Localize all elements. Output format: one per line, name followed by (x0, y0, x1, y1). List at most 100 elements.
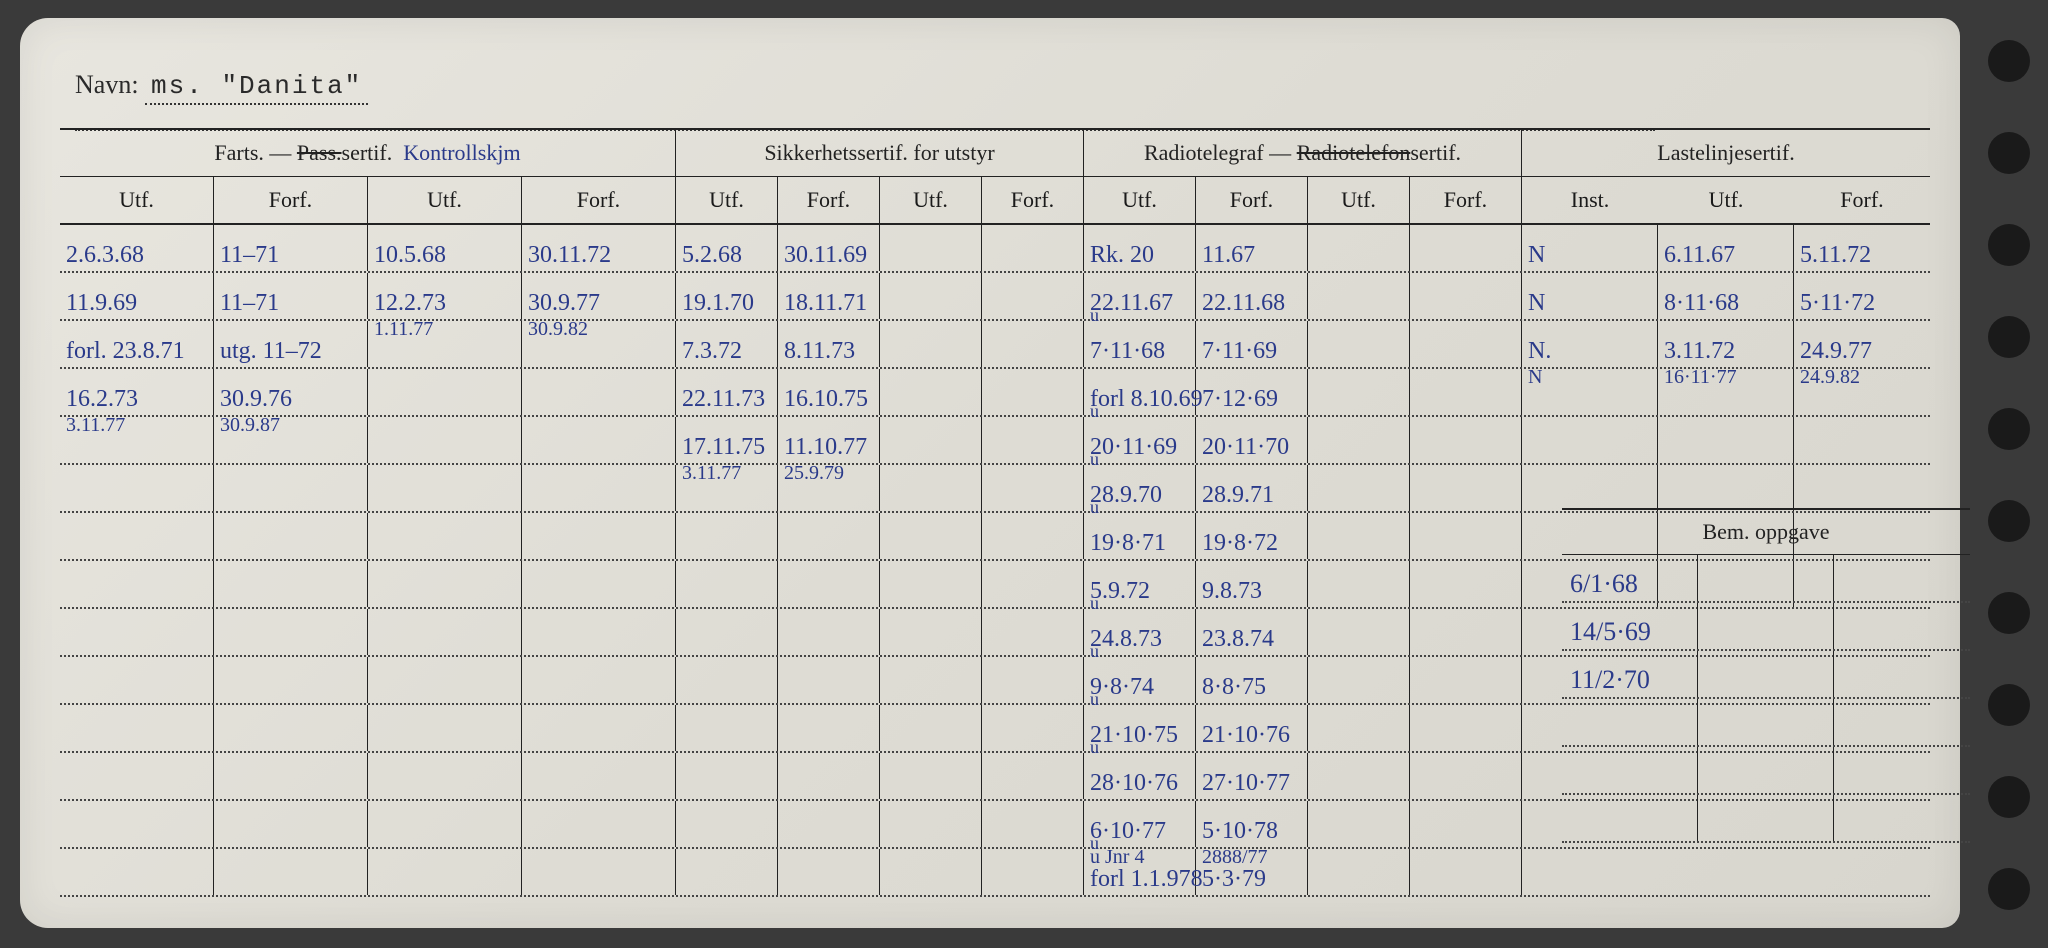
cell-sikker: 17.11.753.11.77 (676, 417, 778, 463)
cell-laste: N (1522, 273, 1658, 319)
cell-radio: 20·11·70 (1196, 417, 1308, 463)
cell-sikker (982, 849, 1084, 895)
cell-laste: N (1522, 225, 1658, 271)
cell-radio (1410, 513, 1522, 559)
cell-radio: u24.8.73 (1084, 609, 1196, 655)
cell-sikker: 19.1.70 (676, 273, 778, 319)
cell-farts (60, 753, 214, 799)
cell-farts (60, 801, 214, 847)
cell-radio (1308, 705, 1410, 751)
bem-cell: 11/2·70 (1562, 651, 1698, 697)
section-sikkerhet: Sikkerhetssertif. for utstyr (676, 130, 1084, 176)
cell-sikker (880, 609, 982, 655)
cell-laste (1522, 465, 1658, 511)
cell-farts: 11–71 (214, 273, 368, 319)
bem-cell (1834, 747, 1970, 793)
cell-farts: 2.6.3.68 (60, 225, 214, 271)
cell-radio: u28.9.70 (1084, 465, 1196, 511)
cell-farts (60, 513, 214, 559)
bem-row: 6/1·68 (1562, 555, 1970, 603)
cell-sikker: 11.10.7725.9.79 (778, 417, 880, 463)
cell-radio (1308, 513, 1410, 559)
cell-laste: 5·11·72 (1794, 273, 1930, 319)
table-row: 17.11.753.11.7711.10.7725.9.79u20·11·692… (60, 417, 1930, 465)
cell-sikker (880, 273, 982, 319)
cell-sikker (982, 657, 1084, 703)
cell-farts (522, 705, 676, 751)
cell-radio: u9·8·74 (1084, 657, 1196, 703)
cell-farts (522, 609, 676, 655)
cell-sikker (982, 609, 1084, 655)
cell-sikker: 8.11.73 (778, 321, 880, 367)
hole-icon (1988, 500, 2030, 542)
cell-sikker (982, 321, 1084, 367)
cell-sikker: 22.11.73 (676, 369, 778, 415)
cell-radio: 21·10·76 (1196, 705, 1308, 751)
cell-farts (368, 417, 522, 463)
cell-farts (368, 609, 522, 655)
cell-radio: forl 8.10.69 (1084, 369, 1196, 415)
cell-farts (368, 561, 522, 607)
cell-laste: 8·11·68 (1658, 273, 1794, 319)
cell-sikker (982, 753, 1084, 799)
cell-radio (1410, 369, 1522, 415)
farts-handwritten-note: Kontrollskjm (403, 140, 520, 166)
cell-sikker (880, 849, 982, 895)
cell-farts (522, 753, 676, 799)
bem-cell (1834, 795, 1970, 841)
name-row: Navn: ms. "Danita" (75, 70, 1925, 131)
bem-cell (1834, 555, 1970, 601)
cell-sikker (778, 561, 880, 607)
cell-sikker (778, 513, 880, 559)
cell-laste: 3.11.7216·11·77 (1658, 321, 1794, 367)
cell-radio (1410, 417, 1522, 463)
certificate-table: Farts. — Pass. sertif. Kontrollskjm Sikk… (60, 128, 1930, 897)
cell-sikker: 7.3.72 (676, 321, 778, 367)
cell-laste: 6.11.67 (1658, 225, 1794, 271)
cell-sikker (880, 369, 982, 415)
cell-sikker (880, 513, 982, 559)
cell-laste (1658, 465, 1794, 511)
name-label: Navn: (75, 70, 139, 99)
cell-radio (1410, 273, 1522, 319)
bem-cell: 14/5·69 (1562, 603, 1698, 649)
cell-sikker (982, 561, 1084, 607)
cell-sikker (676, 705, 778, 751)
hole-icon (1988, 684, 2030, 726)
bem-cell (1698, 795, 1834, 841)
hole-icon (1988, 776, 2030, 818)
cell-farts: 30.9.7630.9.87 (214, 369, 368, 415)
cell-radio: uforl 1.1.978 (1084, 849, 1196, 895)
col-sikker-utf1: Utf. (676, 177, 778, 223)
cell-farts: 16.2.733.11.77 (60, 369, 214, 415)
col-laste-inst: Inst. (1522, 177, 1658, 223)
cell-laste (1794, 369, 1930, 415)
cell-farts (522, 465, 676, 511)
index-card: Navn: ms. "Danita" Farts. — Pass. sertif… (20, 18, 1960, 928)
cell-laste (1658, 369, 1794, 415)
cell-radio: u19·8·71 (1084, 513, 1196, 559)
bem-cell: 6/1·68 (1562, 555, 1698, 601)
cell-sikker (778, 753, 880, 799)
cell-farts (60, 657, 214, 703)
hole-icon (1988, 316, 2030, 358)
cell-farts (368, 657, 522, 703)
col-farts-forf1: Forf. (214, 177, 368, 223)
col-farts-forf2: Forf. (522, 177, 676, 223)
cell-radio (1308, 657, 1410, 703)
table-row: 11.9.6911–7112.2.731.11.7730.9.7730.9.82… (60, 273, 1930, 321)
cell-sikker (982, 417, 1084, 463)
cell-farts (522, 561, 676, 607)
cell-radio: 8·8·75 (1196, 657, 1308, 703)
cell-radio: 9.8.73 (1196, 561, 1308, 607)
cell-farts: 10.5.68 (368, 225, 522, 271)
hole-icon (1988, 224, 2030, 266)
header-row-sections: Farts. — Pass. sertif. Kontrollskjm Sikk… (60, 130, 1930, 177)
cell-radio: 7·12·69 (1196, 369, 1308, 415)
bem-cell (1834, 651, 1970, 697)
col-sikker-forf2: Forf. (982, 177, 1084, 223)
cell-radio: Rk. 20 (1084, 225, 1196, 271)
cell-radio (1410, 465, 1522, 511)
cell-radio (1308, 753, 1410, 799)
cell-sikker (880, 705, 982, 751)
